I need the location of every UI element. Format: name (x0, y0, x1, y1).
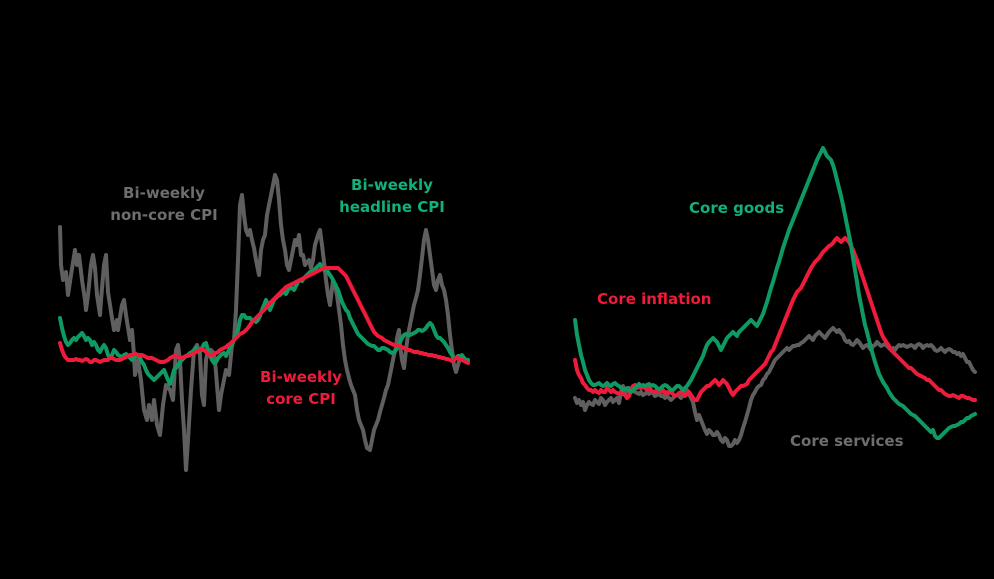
right-chart-plot (573, 146, 977, 448)
label-noncore-cpi: Bi-weekly non-core CPI (104, 182, 224, 226)
label-headline-cpi: Bi-weekly headline CPI (330, 174, 454, 218)
label-core-inflation: Core inflation (597, 290, 712, 308)
label-noncore-line1: Bi-weekly (123, 184, 205, 202)
label-core-services: Core services (790, 432, 904, 450)
left-chart-plot (58, 173, 470, 472)
label-core-line2: core CPI (266, 390, 336, 408)
label-core-goods: Core goods (689, 199, 785, 217)
series-core-services (573, 326, 977, 448)
left-chart-panel: Bi-weekly non-core CPI Bi-weekly headlin… (58, 173, 470, 472)
series-core-goods (573, 146, 977, 440)
series-core-inflation (573, 236, 977, 402)
label-headline-line1: Bi-weekly (351, 176, 433, 194)
label-headline-line2: headline CPI (339, 198, 445, 216)
right-chart-panel: Core goods Core inflation Core services (497, 0, 994, 579)
label-core-line1: Bi-weekly (260, 368, 342, 386)
label-noncore-line2: non-core CPI (110, 206, 218, 224)
series-core-cpi (58, 266, 470, 365)
label-core-cpi: Bi-weekly core CPI (246, 366, 356, 410)
